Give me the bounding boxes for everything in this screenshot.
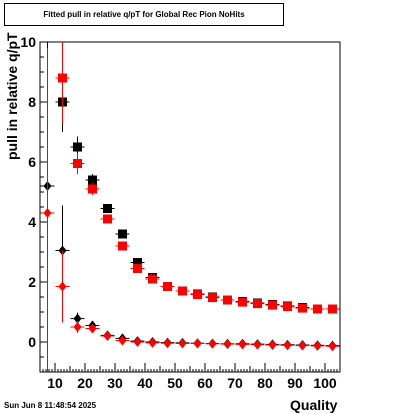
data-point-square	[313, 304, 322, 314]
data-point-diamond	[193, 338, 202, 349]
data-point-square	[88, 175, 97, 185]
data-point-square	[73, 159, 82, 168]
plot-frame	[39, 41, 341, 373]
data-point-square	[208, 293, 217, 303]
data-point-square	[298, 303, 307, 313]
data-point-square	[328, 304, 337, 314]
x-tick-label: 10	[47, 375, 63, 391]
y-tick-label: 2	[28, 274, 36, 290]
data-point-square	[238, 297, 247, 307]
data-point-square	[133, 258, 142, 267]
data-point-diamond	[313, 340, 322, 351]
data-point-diamond	[208, 338, 217, 349]
data-point-diamond	[73, 322, 82, 332]
data-point-square	[103, 204, 112, 213]
data-point-square	[88, 184, 97, 194]
data-point-square	[253, 299, 262, 309]
data-point-square	[193, 290, 202, 300]
data-point-diamond	[148, 337, 157, 348]
data-point-diamond	[238, 339, 247, 350]
data-point-diamond	[253, 339, 262, 350]
data-point-diamond	[43, 208, 52, 218]
data-point-square	[103, 214, 112, 224]
y-axis-label: pull in relative q/pT	[4, 32, 20, 160]
x-tick-label: 30	[107, 375, 123, 391]
data-point-square	[118, 241, 127, 251]
data-point-diamond	[58, 281, 67, 292]
data-point-square	[73, 142, 82, 152]
data-point-diamond	[88, 323, 97, 334]
data-point-diamond	[103, 331, 112, 341]
data-point-diamond	[283, 340, 292, 351]
x-tick-label: 80	[257, 375, 273, 391]
data-point-diamond	[118, 335, 127, 346]
data-point-square	[118, 229, 127, 239]
x-tick-label: 20	[77, 375, 93, 391]
x-tick-label: 70	[227, 375, 243, 391]
data-point-diamond	[223, 339, 232, 350]
data-point-diamond	[163, 338, 172, 349]
data-point-diamond	[268, 340, 277, 350]
x-axis-label: Quality	[290, 397, 338, 413]
timestamp: Sun Jun 8 11:48:54 2025	[4, 401, 97, 410]
data-point-diamond	[328, 341, 337, 352]
data-point-square	[148, 274, 157, 284]
data-point-diamond	[298, 340, 307, 351]
data-point-square	[133, 264, 142, 273]
x-tick-label: 40	[137, 375, 153, 391]
y-tick-label: 6	[28, 154, 36, 170]
chart-title-box: Fitted pull in relative q/pT for Global …	[4, 3, 284, 26]
y-tick-label: 8	[28, 94, 36, 110]
data-point-square	[283, 302, 292, 312]
data-point-square	[223, 295, 232, 305]
y-tick-label: 10	[20, 34, 36, 50]
data-point-square	[268, 300, 277, 310]
x-tick-label: 60	[197, 375, 213, 391]
data-point-square	[58, 73, 67, 83]
data-point-square	[178, 286, 187, 296]
y-tick-label: 4	[28, 214, 36, 230]
data-point-diamond	[178, 338, 187, 349]
x-tick-label: 100	[313, 375, 337, 391]
y-tick-label: 0	[28, 334, 36, 350]
data-point-diamond	[73, 313, 82, 324]
x-tick-label: 90	[287, 375, 303, 391]
data-point-square	[163, 282, 172, 291]
chart-title: Fitted pull in relative q/pT for Global …	[43, 10, 245, 19]
x-tick-label: 50	[167, 375, 183, 391]
data-point-diamond	[133, 337, 142, 347]
